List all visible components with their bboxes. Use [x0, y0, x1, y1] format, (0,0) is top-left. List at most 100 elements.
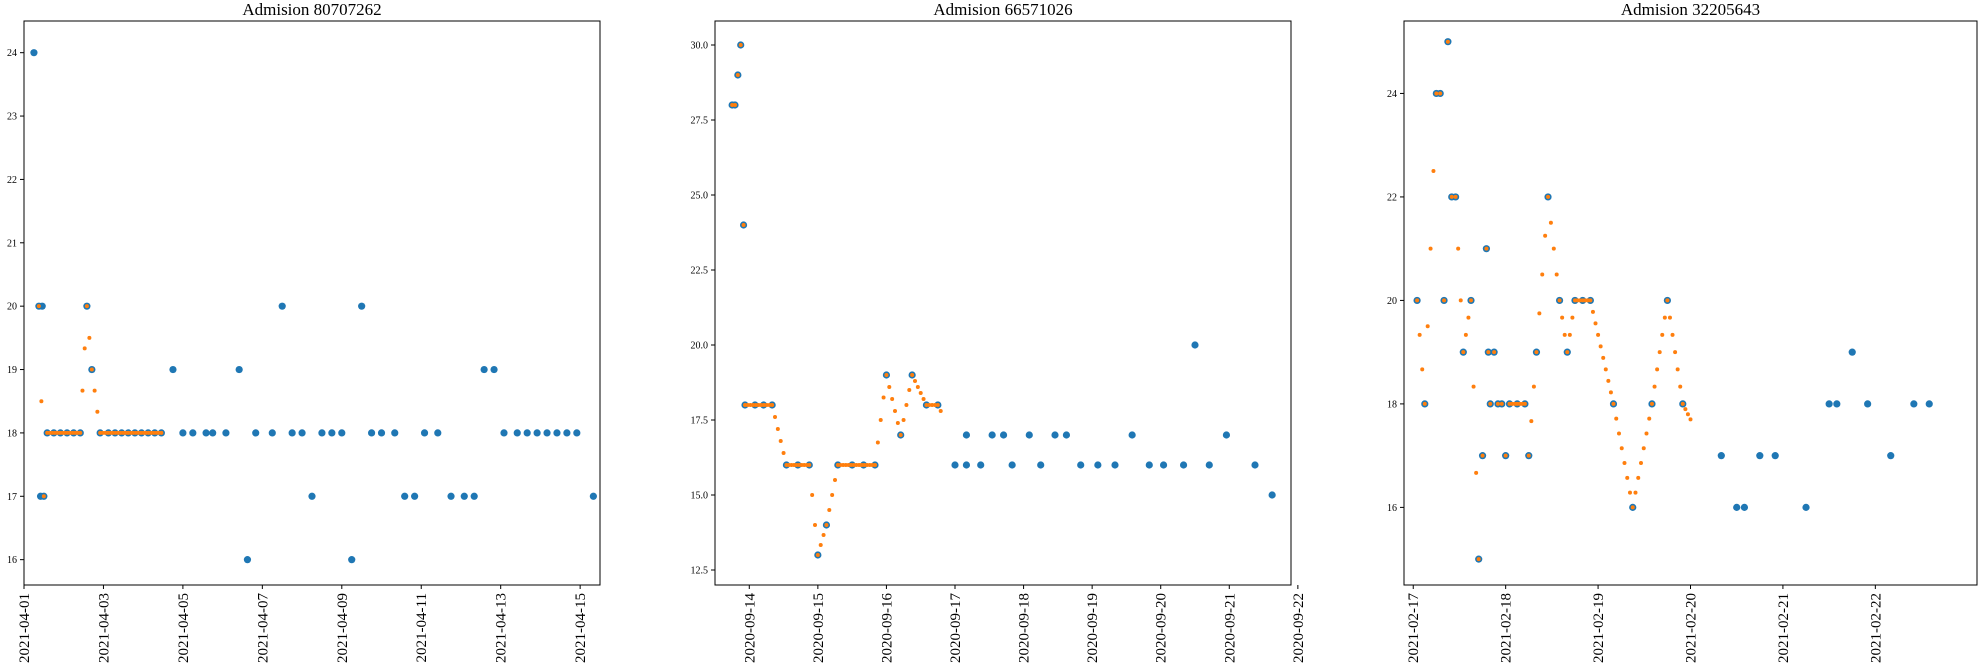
data-point-blue	[1825, 400, 1833, 408]
data-point-blue	[1077, 461, 1085, 469]
x-tick-label: 2021-04-01	[17, 593, 33, 663]
data-point-blue	[1159, 461, 1168, 469]
y-tick-label: 21	[7, 238, 17, 249]
x-tick-label: 2020-09-15	[811, 593, 827, 663]
x-tick-label: 2020-09-21	[1222, 593, 1238, 663]
data-point-blue	[179, 429, 187, 437]
data-point-orange	[1590, 309, 1595, 314]
y-tick-label: 30.0	[691, 41, 709, 52]
data-point-orange	[1480, 453, 1485, 458]
data-point-orange	[935, 403, 940, 407]
data-point-orange	[1608, 390, 1613, 395]
data-point-orange	[1420, 367, 1425, 372]
data-point-blue	[377, 429, 386, 437]
data-point-orange	[1492, 350, 1497, 355]
data-point-blue	[358, 302, 366, 310]
data-point-orange	[89, 367, 94, 372]
data-point-orange	[1449, 194, 1454, 199]
x-tick-label: 2021-04-15	[573, 593, 589, 663]
data-point-orange	[1596, 332, 1601, 337]
data-point-blue	[328, 429, 336, 437]
data-point-orange	[1422, 401, 1427, 406]
data-point-orange	[1488, 401, 1493, 406]
data-point-blue	[543, 429, 551, 437]
chart-panel-1: Admision 80707262 16 17 18 19 20 21 22 23 24 2021-…	[7, 0, 601, 663]
data-point-orange	[41, 494, 46, 499]
data-point-orange	[1486, 350, 1491, 355]
plot-frame	[714, 20, 1292, 586]
y-tick-label: 20	[1387, 296, 1397, 307]
data-point-blue	[1833, 400, 1841, 408]
data-point-orange	[78, 430, 83, 435]
data-point-blue	[589, 492, 597, 500]
x-tick-label: 2021-04-11	[414, 593, 430, 662]
data-point-orange	[1673, 350, 1678, 355]
data-point-orange	[773, 415, 777, 419]
data-point-orange	[1548, 220, 1553, 225]
data-point-orange	[1619, 446, 1624, 451]
data-point-orange	[1417, 332, 1422, 337]
data-point-orange	[933, 403, 937, 407]
y-tick-label: 19	[7, 365, 17, 376]
data-point-orange	[895, 421, 900, 425]
data-point-orange	[1431, 169, 1436, 174]
data-point-orange	[84, 304, 89, 309]
data-point-blue	[523, 429, 531, 437]
data-point-orange	[915, 385, 920, 389]
data-point-orange	[1616, 431, 1621, 436]
data-point-orange	[95, 409, 100, 414]
data-point-blue	[1025, 431, 1033, 439]
data-point-orange	[1630, 505, 1635, 510]
x-tick-label: 2021-02-17	[1406, 593, 1422, 663]
data-point-orange	[1567, 332, 1572, 337]
x-tick-label: 2021-02-20	[1684, 593, 1700, 663]
data-point-orange	[1562, 332, 1567, 337]
data-point-orange	[781, 451, 786, 455]
data-point-orange	[1675, 367, 1680, 372]
data-point-blue	[1733, 503, 1741, 511]
data-point-blue	[318, 429, 326, 437]
data-point-blue	[1037, 461, 1045, 469]
y-tick-label: 17	[7, 492, 17, 503]
data-point-blue	[202, 429, 210, 437]
data-point-blue	[1740, 503, 1749, 511]
data-point-blue	[480, 365, 488, 374]
data-point-orange	[921, 397, 926, 401]
data-point-blue	[268, 429, 276, 437]
data-point-orange	[813, 523, 817, 527]
data-point-orange	[930, 403, 935, 407]
data-point-orange	[1529, 419, 1534, 424]
data-point-orange	[1531, 384, 1536, 389]
data-point-orange	[1526, 453, 1531, 458]
x-tick-label: 2021-02-19	[1591, 593, 1607, 663]
data-point-blue	[1251, 461, 1259, 469]
data-point-blue	[420, 429, 429, 437]
x-tick-label: 2021-04-13	[494, 593, 510, 663]
data-point-blue	[434, 429, 442, 437]
data-point-orange	[1593, 321, 1598, 326]
data-point-orange	[901, 418, 906, 422]
data-point-blue	[1191, 341, 1199, 349]
chart-title: Admision 80707262	[242, 0, 381, 19]
data-point-blue	[513, 429, 521, 437]
data-point-orange	[887, 385, 892, 389]
data-point-orange	[873, 463, 877, 467]
data-point-orange	[1670, 332, 1675, 337]
data-point-orange	[884, 373, 889, 377]
data-point-orange	[80, 388, 85, 393]
y-tick-label: 24	[1387, 89, 1397, 100]
data-point-blue	[1925, 400, 1933, 408]
chart-title: Admision 66571026	[933, 0, 1072, 19]
x-tick-label: 2021-02-22	[1868, 593, 1884, 663]
data-point-blue	[338, 429, 346, 437]
data-point-orange	[938, 409, 943, 413]
y-tick-label: 16	[1387, 503, 1397, 514]
data-point-blue	[951, 461, 959, 469]
data-point-blue	[308, 492, 316, 500]
data-point-orange	[1453, 194, 1458, 199]
data-point-orange	[730, 103, 735, 107]
data-point-blue	[1205, 461, 1213, 469]
data-point-orange	[1688, 417, 1693, 422]
data-point-orange	[827, 508, 832, 512]
